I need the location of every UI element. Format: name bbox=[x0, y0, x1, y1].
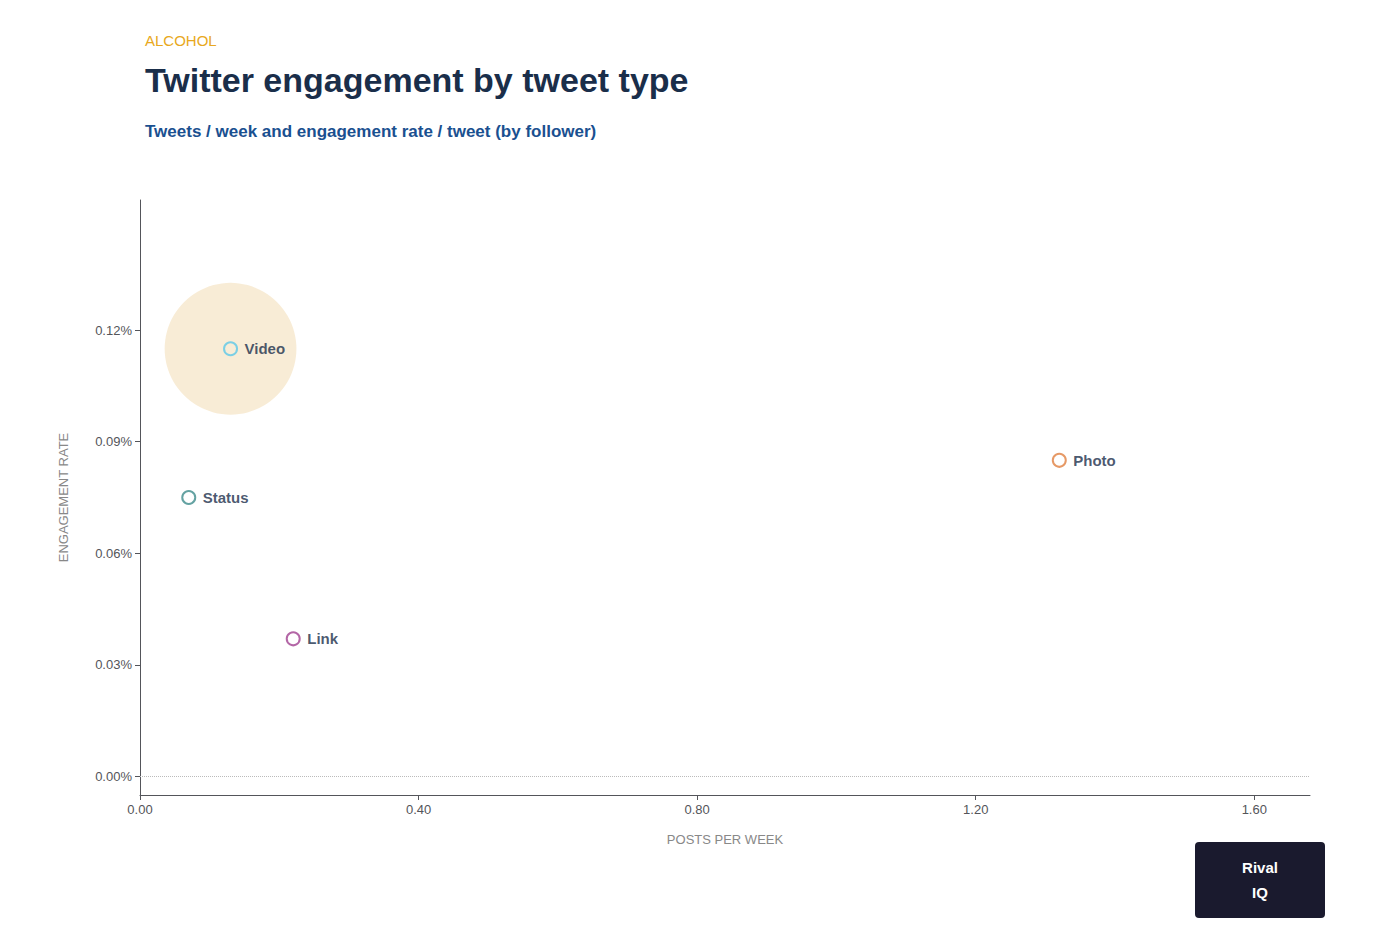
svg-text:0.03%: 0.03% bbox=[95, 657, 132, 672]
svg-text:0.00%: 0.00% bbox=[95, 769, 132, 784]
svg-text:0.06%: 0.06% bbox=[95, 546, 132, 561]
svg-text:0.00: 0.00 bbox=[127, 802, 152, 817]
svg-text:0.09%: 0.09% bbox=[95, 434, 132, 449]
svg-text:Twitter engagement by tweet ty: Twitter engagement by tweet type bbox=[145, 61, 688, 99]
svg-text:0.12%: 0.12% bbox=[95, 323, 132, 338]
svg-text:Tweets / week and engagement r: Tweets / week and engagement rate / twee… bbox=[145, 122, 596, 141]
svg-text:Video: Video bbox=[245, 340, 286, 357]
svg-text:POSTS PER WEEK: POSTS PER WEEK bbox=[667, 832, 784, 847]
svg-text:IQ: IQ bbox=[1252, 884, 1268, 901]
svg-text:0.40: 0.40 bbox=[406, 802, 431, 817]
svg-text:0.80: 0.80 bbox=[684, 802, 709, 817]
svg-text:1.60: 1.60 bbox=[1242, 802, 1267, 817]
svg-text:ENGAGEMENT RATE: ENGAGEMENT RATE bbox=[56, 432, 71, 562]
svg-text:Status: Status bbox=[203, 489, 249, 506]
svg-text:ALCOHOL: ALCOHOL bbox=[145, 32, 217, 49]
svg-text:Photo: Photo bbox=[1073, 452, 1116, 469]
svg-text:Rival: Rival bbox=[1242, 859, 1278, 876]
svg-text:Link: Link bbox=[307, 630, 338, 647]
svg-text:1.20: 1.20 bbox=[963, 802, 988, 817]
